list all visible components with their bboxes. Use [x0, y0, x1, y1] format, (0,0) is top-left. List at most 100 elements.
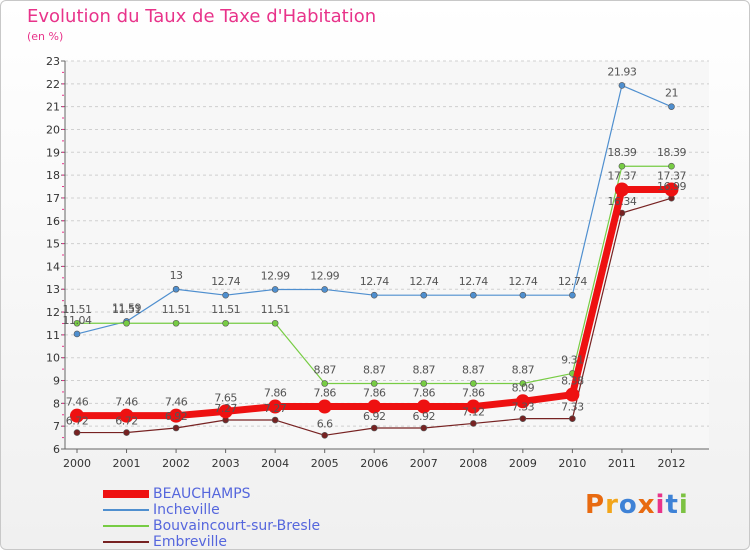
logo-letter: i — [655, 490, 666, 520]
data-point — [416, 399, 431, 414]
data-label: 17.37 — [657, 169, 686, 182]
data-label: 6.72 — [66, 415, 89, 428]
x-tick-label: 2011 — [608, 457, 636, 470]
data-point — [70, 408, 84, 423]
legend-item: Embreville — [103, 534, 320, 549]
data-label: 6.92 — [413, 410, 436, 423]
x-tick-label: 2007 — [410, 457, 438, 470]
legend-label: Incheville — [153, 502, 220, 518]
data-point — [420, 424, 428, 432]
y-tick-label: 14 — [46, 260, 60, 273]
logo-letter: x — [637, 490, 656, 520]
data-point — [119, 408, 134, 423]
data-label: 11.04 — [63, 314, 92, 327]
y-tick-label: 6 — [53, 443, 60, 456]
logo-letter: i — [678, 490, 689, 520]
data-label: 6.92 — [165, 410, 188, 423]
legend-swatch — [103, 541, 153, 543]
data-point — [367, 399, 382, 414]
y-tick-label: 16 — [46, 215, 60, 228]
data-point — [515, 394, 530, 409]
x-tick-label: 2008 — [459, 457, 487, 470]
x-tick-label: 2006 — [360, 457, 388, 470]
data-label: 7.33 — [561, 401, 584, 414]
data-point — [519, 380, 527, 387]
logo-letter: o — [618, 490, 638, 520]
data-label: 13 — [170, 269, 183, 282]
data-point — [321, 432, 328, 439]
x-tick-label: 2005 — [311, 457, 339, 470]
data-label: 6.6 — [317, 417, 333, 430]
data-point — [271, 416, 279, 424]
data-point — [569, 415, 576, 422]
data-label: 7.27 — [264, 402, 287, 415]
data-point — [169, 408, 184, 423]
data-label: 7.86 — [462, 387, 485, 400]
data-label: 8.87 — [512, 363, 535, 376]
data-point — [420, 380, 428, 387]
x-tick-label: 2004 — [261, 457, 289, 470]
data-label: 12.74 — [409, 275, 438, 288]
data-point — [218, 404, 233, 419]
data-label: 18.39 — [607, 146, 636, 159]
data-point — [271, 286, 279, 293]
legend-label: Bouvaincourt-sur-Bresle — [153, 518, 321, 534]
data-label: 12.74 — [459, 275, 488, 288]
data-label: 12.74 — [508, 275, 537, 288]
y-tick-label: 7 — [53, 420, 60, 433]
data-point — [420, 291, 428, 299]
data-label: 12.99 — [310, 269, 339, 282]
chart-title: Evolution du Taux de Taxe d'Habitation — [27, 6, 377, 27]
data-label: 7.65 — [214, 391, 237, 404]
data-label: 11.59 — [112, 301, 141, 314]
x-tick-label: 2002 — [162, 457, 190, 470]
legend-item: Bouvaincourt-sur-Bresle — [103, 518, 320, 534]
data-label: 7.12 — [462, 405, 485, 418]
data-point — [470, 380, 477, 387]
data-label: 11.51 — [261, 303, 290, 316]
data-label: 8.09 — [512, 381, 535, 394]
data-point — [519, 415, 527, 422]
y-tick-label: 21 — [46, 101, 60, 114]
data-label: 7.33 — [512, 401, 535, 414]
data-point — [73, 319, 81, 327]
y-tick-label: 13 — [46, 283, 60, 296]
data-point — [370, 380, 378, 387]
data-label: 7.46 — [66, 396, 89, 409]
y-tick-label: 15 — [46, 238, 60, 251]
data-point — [172, 424, 180, 432]
data-point — [271, 319, 279, 327]
legend-item: BEAUCHAMPS — [103, 486, 320, 502]
data-point — [222, 319, 229, 327]
data-point — [370, 424, 378, 432]
y-tick-label: 22 — [46, 78, 60, 91]
y-tick-label: 11 — [46, 329, 60, 342]
data-point — [569, 291, 576, 299]
legend-swatch — [103, 509, 153, 511]
data-point — [73, 330, 81, 338]
data-label: 11.51 — [63, 303, 92, 316]
data-label: 7.46 — [165, 396, 188, 409]
data-label: 21 — [665, 87, 678, 100]
data-label: 8.87 — [363, 363, 386, 376]
data-label: 7.27 — [214, 402, 237, 415]
data-point — [565, 387, 580, 402]
x-tick-label: 2009 — [509, 457, 537, 470]
data-point — [370, 291, 378, 299]
data-label: 12.74 — [558, 275, 587, 288]
data-label: 8.38 — [561, 375, 584, 388]
data-label: 9.31 — [561, 353, 584, 366]
x-tick-label: 2001 — [113, 457, 141, 470]
x-tick-label: 2012 — [657, 457, 685, 470]
data-label: 11.51 — [112, 303, 141, 316]
data-label: 6.72 — [115, 415, 138, 428]
chart-legend: BEAUCHAMPS Incheville Bouvaincourt-sur-Bre… — [103, 486, 320, 549]
logo-letter: t — [665, 490, 679, 520]
data-point — [614, 182, 629, 197]
y-tick-label: 8 — [53, 397, 60, 410]
data-point — [470, 420, 477, 427]
data-label: 8.87 — [462, 363, 485, 376]
data-label: 7.86 — [313, 387, 336, 400]
